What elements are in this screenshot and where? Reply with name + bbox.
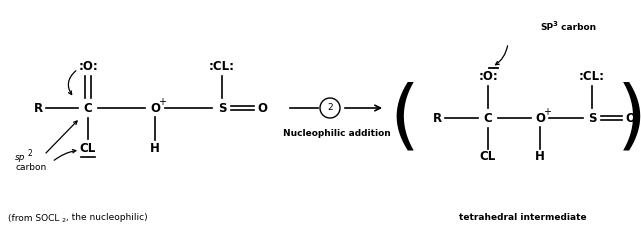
Text: R: R (33, 101, 42, 114)
Text: O: O (625, 111, 635, 125)
Text: 2: 2 (327, 104, 333, 113)
Text: SP: SP (540, 24, 553, 33)
FancyArrowPatch shape (495, 46, 508, 65)
Text: (: ( (389, 81, 419, 155)
Text: CL: CL (480, 151, 496, 164)
Text: H: H (150, 142, 160, 155)
Text: CL: CL (80, 142, 96, 155)
Text: +: + (543, 107, 551, 117)
Text: O: O (257, 101, 267, 114)
Text: sp: sp (15, 153, 26, 163)
FancyArrowPatch shape (46, 121, 77, 153)
Text: C: C (83, 101, 92, 114)
Text: O: O (150, 101, 160, 114)
FancyArrowPatch shape (69, 71, 76, 95)
Text: 3: 3 (553, 21, 558, 27)
Text: R: R (433, 111, 442, 125)
Text: ): ) (617, 81, 641, 155)
Text: carbon: carbon (558, 24, 596, 33)
Text: 2: 2 (62, 219, 66, 223)
Text: , the nucleophilic): , the nucleophilic) (66, 214, 147, 223)
Text: Nucleophilic addition: Nucleophilic addition (283, 128, 391, 138)
Text: :O:: :O: (478, 71, 498, 84)
Text: S: S (218, 101, 226, 114)
Text: (from SOCL: (from SOCL (8, 214, 60, 223)
Text: :CL:: :CL: (209, 60, 235, 73)
Text: C: C (483, 111, 492, 125)
Text: H: H (535, 151, 545, 164)
Text: :CL:: :CL: (579, 71, 605, 84)
Text: :O:: :O: (78, 60, 98, 73)
Text: O: O (535, 111, 545, 125)
Text: carbon: carbon (15, 163, 46, 172)
FancyArrowPatch shape (54, 149, 76, 160)
Text: 2: 2 (27, 149, 32, 159)
Text: +: + (158, 97, 166, 107)
Text: S: S (588, 111, 596, 125)
Text: tetrahedral intermediate: tetrahedral intermediate (459, 214, 587, 223)
